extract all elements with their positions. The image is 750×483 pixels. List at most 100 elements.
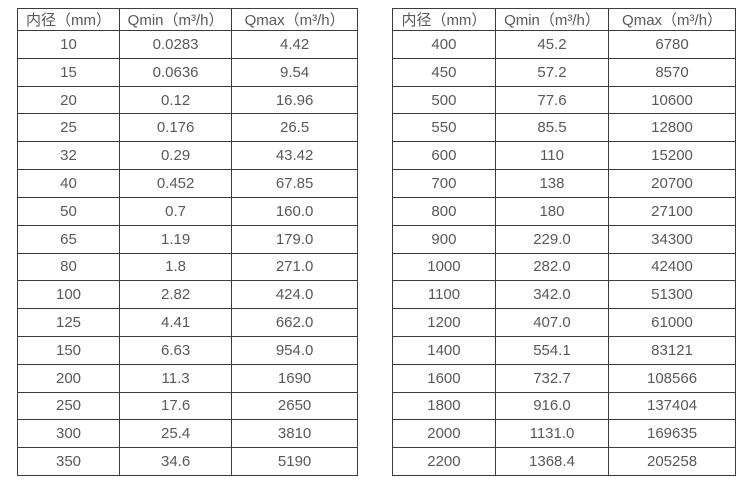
table-cell: 50 [17, 196, 120, 226]
table-cell: 1800 [392, 391, 496, 421]
table-cell: 17.6 [118, 391, 233, 421]
table-cell: 138 [494, 169, 610, 198]
table-row: 125 4.41 662.0 [17, 308, 358, 337]
table-cell: 1131.0 [494, 419, 610, 449]
table-cell: 150 [17, 335, 120, 365]
header-row: 内径（mm） Qmin（m³/h） Qmax（m³/h） [392, 8, 736, 31]
table-cell: 0.0283 [118, 30, 233, 59]
table-cell: 61000 [608, 308, 736, 337]
table-cell: 1.8 [118, 252, 233, 282]
table-row: 1800 916.0 137404 [392, 391, 736, 421]
table-row: 15 0.0636 9.54 [17, 57, 358, 87]
table-row: 1200 407.0 61000 [392, 308, 736, 337]
table-cell: 83121 [608, 335, 736, 365]
table-row: 700 138 20700 [392, 169, 736, 198]
table-cell: 342.0 [494, 280, 610, 310]
table-row: 10 0.0283 4.42 [17, 30, 358, 59]
table-row: 400 45.2 6780 [392, 30, 736, 59]
table-row: 65 1.19 179.0 [17, 224, 358, 254]
table-cell: 500 [392, 85, 496, 115]
table-cell: 180 [494, 196, 610, 226]
table-cell: 282.0 [494, 252, 610, 282]
table-cell: 32 [17, 141, 120, 171]
table-cell: 100 [17, 280, 120, 310]
table-cell: 169635 [608, 419, 736, 449]
table-row: 1100 342.0 51300 [392, 280, 736, 310]
table-cell: 300 [17, 419, 120, 449]
flow-spec-table-small-diameters: 内径（mm） Qmin（m³/h） Qmax（m³/h） 10 0.0283 4.42 15… [17, 8, 358, 476]
table-cell: 2200 [392, 447, 496, 476]
table-cell: 0.29 [118, 141, 233, 171]
table-cell: 0.0636 [118, 57, 233, 87]
table-cell: 2650 [231, 391, 358, 421]
table-row: 300 25.4 3810 [17, 419, 358, 449]
table-cell: 2.82 [118, 280, 233, 310]
table-cell: 40 [17, 169, 120, 198]
table-cell: 200 [17, 363, 120, 393]
table-cell: 179.0 [231, 224, 358, 254]
table-cell: 1690 [231, 363, 358, 393]
table-cell: 0.176 [118, 113, 233, 143]
table-row: 80 1.8 271.0 [17, 252, 358, 282]
table-row: 800 180 27100 [392, 196, 736, 226]
column-header: Qmax（m³/h） [231, 8, 358, 31]
table-row: 1600 732.7 108566 [392, 363, 736, 393]
table-cell: 407.0 [494, 308, 610, 337]
table-cell: 25.4 [118, 419, 233, 449]
table-row: 50 0.7 160.0 [17, 196, 358, 226]
table-cell: 2000 [392, 419, 496, 449]
column-header: Qmax（m³/h） [608, 8, 736, 31]
table-row: 25 0.176 26.5 [17, 113, 358, 143]
table-cell: 85.5 [494, 113, 610, 143]
table-row: 350 34.6 5190 [17, 447, 358, 476]
table-row: 2200 1368.4 205258 [392, 447, 736, 476]
table-cell: 350 [17, 447, 120, 476]
table-cell: 700 [392, 169, 496, 198]
table-row: 1400 554.1 83121 [392, 335, 736, 365]
table-cell: 9.54 [231, 57, 358, 87]
table-cell: 65 [17, 224, 120, 254]
table-cell: 34300 [608, 224, 736, 254]
table-cell: 250 [17, 391, 120, 421]
table-cell: 1200 [392, 308, 496, 337]
table-cell: 137404 [608, 391, 736, 421]
table-cell: 20700 [608, 169, 736, 198]
column-header: Qmin（m³/h） [494, 8, 610, 31]
table-row: 200 11.3 1690 [17, 363, 358, 393]
table-cell: 0.12 [118, 85, 233, 115]
table-row: 32 0.29 43.42 [17, 141, 358, 171]
table-cell: 25 [17, 113, 120, 143]
table-cell: 1600 [392, 363, 496, 393]
table-cell: 800 [392, 196, 496, 226]
table-row: 450 57.2 8570 [392, 57, 736, 87]
table-cell: 424.0 [231, 280, 358, 310]
table-row: 100 2.82 424.0 [17, 280, 358, 310]
table-cell: 271.0 [231, 252, 358, 282]
table-cell: 77.6 [494, 85, 610, 115]
table-cell: 954.0 [231, 335, 358, 365]
column-header: 内径（mm） [17, 8, 120, 31]
table-cell: 0.452 [118, 169, 233, 198]
table-cell: 12800 [608, 113, 736, 143]
table-cell: 1368.4 [494, 447, 610, 476]
table-cell: 205258 [608, 447, 736, 476]
table-cell: 16.96 [231, 85, 358, 115]
table-cell: 732.7 [494, 363, 610, 393]
table-cell: 0.7 [118, 196, 233, 226]
table-row: 20 0.12 16.96 [17, 85, 358, 115]
table-cell: 6.63 [118, 335, 233, 365]
table-cell: 10 [17, 30, 120, 59]
table-cell: 108566 [608, 363, 736, 393]
table-cell: 1.19 [118, 224, 233, 254]
table-cell: 43.42 [231, 141, 358, 171]
table-cell: 160.0 [231, 196, 358, 226]
column-header: 内径（mm） [392, 8, 496, 31]
table-cell: 4.41 [118, 308, 233, 337]
table-cell: 916.0 [494, 391, 610, 421]
table-cell: 110 [494, 141, 610, 171]
table-cell: 51300 [608, 280, 736, 310]
table-cell: 450 [392, 57, 496, 87]
table-row: 900 229.0 34300 [392, 224, 736, 254]
table-cell: 1000 [392, 252, 496, 282]
